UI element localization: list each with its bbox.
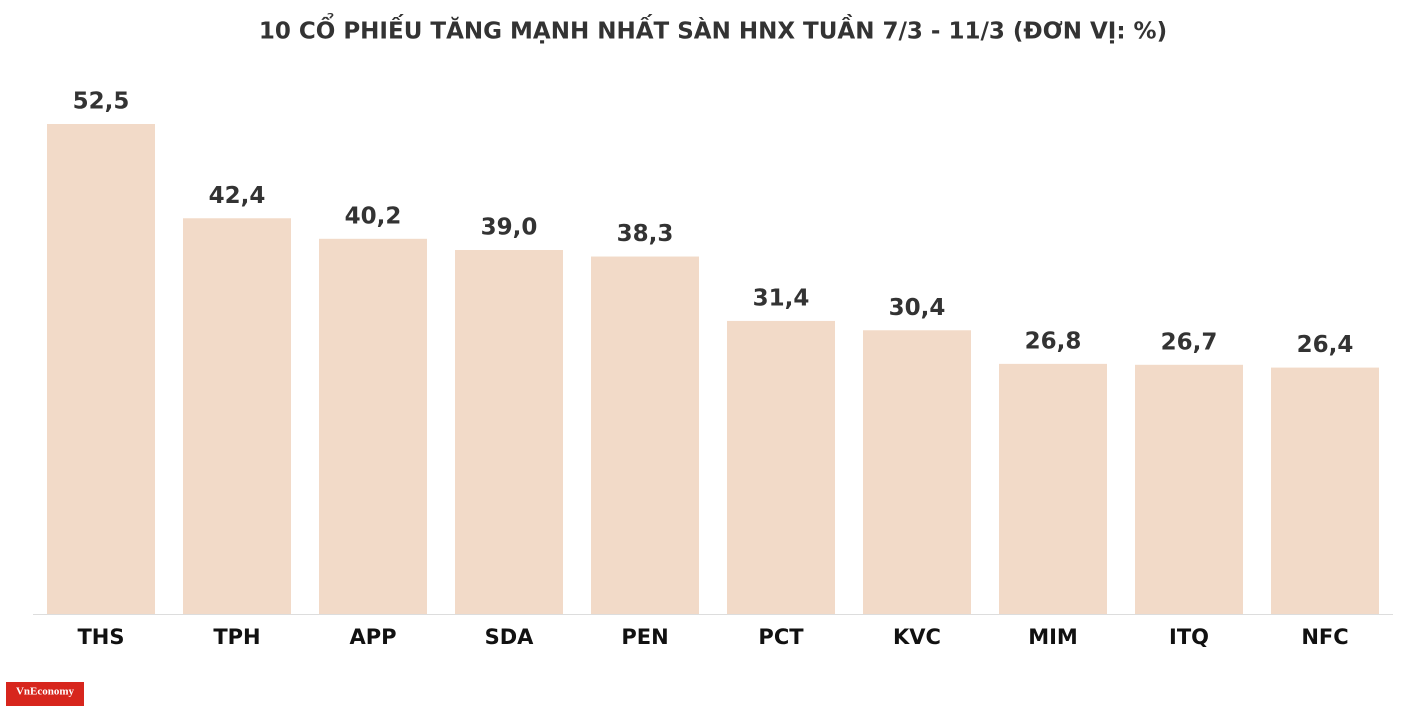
x-tick-label: KVC xyxy=(893,625,941,649)
bar xyxy=(1135,364,1243,614)
x-tick-label: THS xyxy=(77,625,124,649)
value-label: 52,5 xyxy=(73,89,130,115)
x-tick-label: SDA xyxy=(485,625,535,649)
value-label: 39,0 xyxy=(481,215,538,241)
value-label: 26,8 xyxy=(1025,328,1082,354)
value-label: 40,2 xyxy=(345,203,402,229)
bar xyxy=(727,320,835,614)
value-label: 42,4 xyxy=(209,183,266,209)
value-label: 26,7 xyxy=(1161,329,1218,355)
bar xyxy=(591,256,699,614)
value-label: 31,4 xyxy=(753,285,810,311)
bar xyxy=(455,250,563,614)
x-tick-label: PEN xyxy=(621,625,668,649)
chart-title: 10 CỔ PHIẾU TĂNG MẠNH NHẤT SÀN HNX TUẦN … xyxy=(259,13,1167,45)
x-tick-label: APP xyxy=(349,625,396,649)
bar xyxy=(319,238,427,615)
logo-box xyxy=(6,682,84,706)
bar xyxy=(1271,367,1379,614)
x-tick-label: NFC xyxy=(1301,625,1348,649)
value-label: 38,3 xyxy=(617,221,674,247)
x-tick-label: PCT xyxy=(758,625,804,649)
value-label: 30,4 xyxy=(889,295,946,321)
bar xyxy=(999,363,1107,614)
bar xyxy=(183,218,291,614)
bar xyxy=(47,124,155,614)
x-tick-label: TPH xyxy=(213,625,260,649)
x-tick-label: MIM xyxy=(1028,625,1078,649)
x-tick-label: ITQ xyxy=(1169,625,1209,649)
value-label: 26,4 xyxy=(1297,332,1354,358)
logo: VnEconomy xyxy=(16,686,75,698)
bar xyxy=(863,330,971,614)
